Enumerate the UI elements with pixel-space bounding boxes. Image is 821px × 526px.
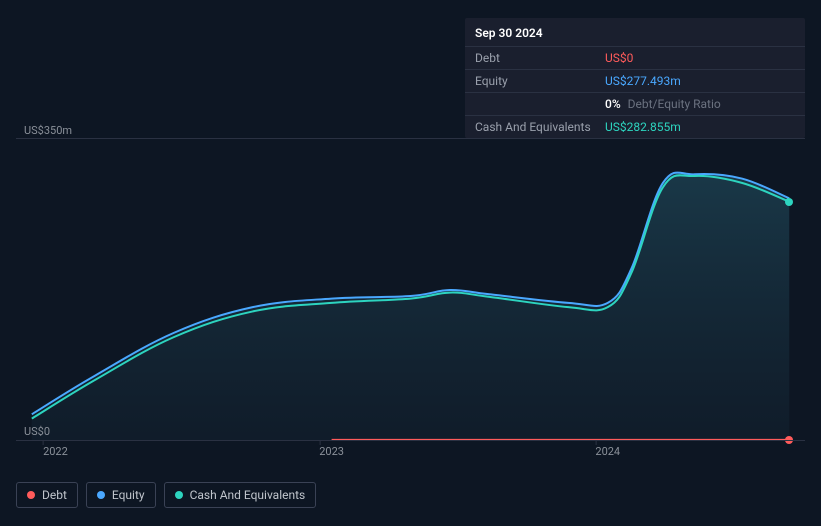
cash-end-marker: [785, 198, 793, 206]
chart-legend: Debt Equity Cash And Equivalents: [16, 482, 316, 508]
x-axis-ticks: 2022 2023 2024: [16, 445, 805, 465]
x-tick-label: 2024: [595, 445, 620, 458]
x-tick-line: [43, 440, 44, 445]
tooltip-equity-label: Equity: [475, 74, 605, 88]
tooltip-ratio-label-spacer: [475, 97, 605, 111]
plot-area[interactable]: [16, 140, 805, 440]
legend-debt[interactable]: Debt: [16, 482, 78, 508]
tooltip-row-debt: Debt US$0: [465, 46, 805, 69]
tooltip-debt-label: Debt: [475, 51, 605, 65]
gridline-bottom: [16, 440, 805, 441]
gridline-top: [16, 138, 805, 139]
tooltip-ratio-value: 0%: [605, 97, 621, 111]
x-tick: 2022: [43, 445, 68, 458]
x-tick: 2024: [595, 445, 620, 458]
chart-svg: [16, 140, 805, 440]
x-tick-label: 2022: [43, 445, 68, 458]
x-tick-label: 2023: [319, 445, 344, 458]
x-tick-line: [595, 440, 596, 445]
legend-cash[interactable]: Cash And Equivalents: [164, 482, 317, 508]
x-tick-line: [319, 440, 320, 445]
tooltip-row-ratio: 0% Debt/Equity Ratio: [465, 92, 805, 115]
legend-dot-icon: [27, 491, 35, 499]
tooltip-ratio-label: Debt/Equity Ratio: [628, 97, 721, 111]
y-axis-label-top: US$350m: [24, 124, 72, 137]
tooltip-row-equity: Equity US$277.493m: [465, 69, 805, 92]
legend-dot-icon: [97, 491, 105, 499]
equity-area: [32, 172, 789, 440]
legend-label: Equity: [112, 488, 145, 502]
tooltip-ratio-value-wrap: 0% Debt/Equity Ratio: [605, 97, 795, 111]
chart-container: US$350m US$0 2022 2023 2024: [16, 120, 805, 470]
tooltip-equity-value: US$277.493m: [605, 74, 795, 88]
tooltip-debt-value: US$0: [605, 51, 795, 65]
legend-equity[interactable]: Equity: [86, 482, 156, 508]
y-axis-label-bottom: US$0: [24, 425, 50, 438]
tooltip-date: Sep 30 2024: [465, 18, 805, 46]
legend-label: Cash And Equivalents: [190, 488, 306, 502]
legend-label: Debt: [42, 488, 67, 502]
legend-dot-icon: [175, 491, 183, 499]
x-tick: 2023: [319, 445, 344, 458]
